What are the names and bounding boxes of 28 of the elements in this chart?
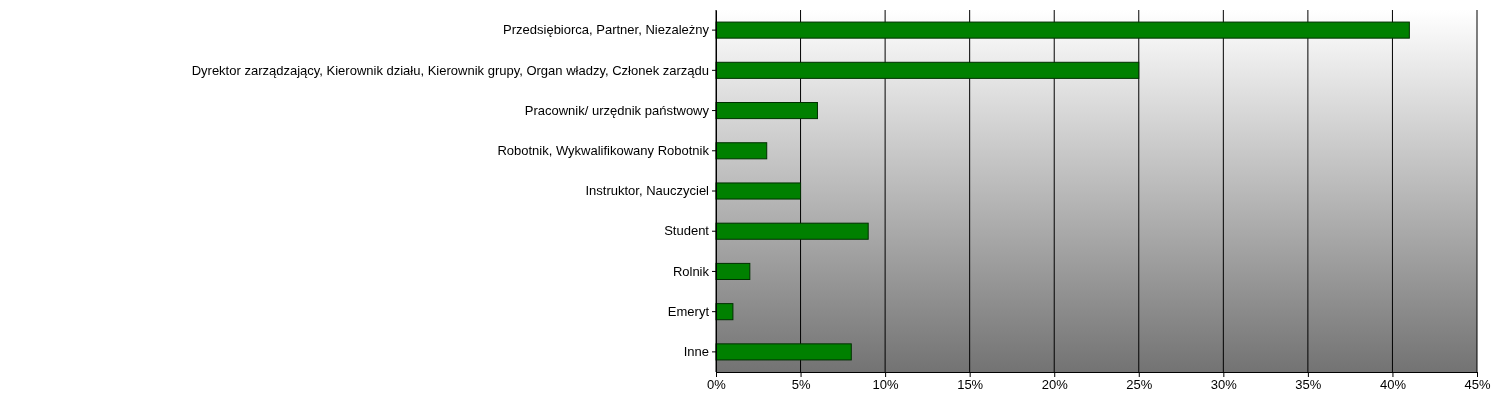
y-tick-label: Pracownik/ urzędnik państwowy	[524, 102, 710, 118]
x-tick-label: 10%	[872, 377, 900, 393]
bar	[715, 21, 1410, 39]
x-tick-label: 20%	[1041, 377, 1069, 393]
x-tick-label: 35%	[1295, 377, 1322, 393]
bar	[715, 182, 802, 200]
x-tick-label: 45%	[1464, 377, 1491, 393]
x-tick-label: 40%	[1379, 377, 1407, 393]
y-tick-label: Przedsiębiorca, Partner, Niezależny	[503, 22, 710, 38]
bar	[715, 222, 869, 240]
y-tick-label: Instruktor, Nauczyciel	[585, 183, 710, 199]
bar	[715, 61, 1140, 79]
y-tick-label: Dyrektor zarządzający, Kierownik działu, Kierownik grupy, Organ władzy, Członek zarządu	[191, 62, 709, 78]
y-tick-label: Rolnik	[672, 263, 710, 279]
x-tick-label: 25%	[1126, 377, 1153, 393]
bar	[715, 262, 751, 280]
y-tick-label: Emeryt	[667, 303, 710, 319]
bar	[715, 102, 818, 120]
y-tick-label: Robotnik, Wykwalifikowany Robotnik	[497, 142, 710, 158]
bar	[715, 303, 734, 321]
x-tick-label: 5%	[791, 377, 811, 393]
y-tick-label: Inne	[683, 344, 709, 360]
bar	[715, 343, 852, 361]
x-tick-label: 30%	[1210, 377, 1238, 393]
bar	[715, 142, 768, 160]
x-tick-label: 15%	[957, 377, 984, 393]
x-tick-label: 0%	[707, 377, 727, 393]
y-tick-label: Student	[664, 223, 710, 239]
